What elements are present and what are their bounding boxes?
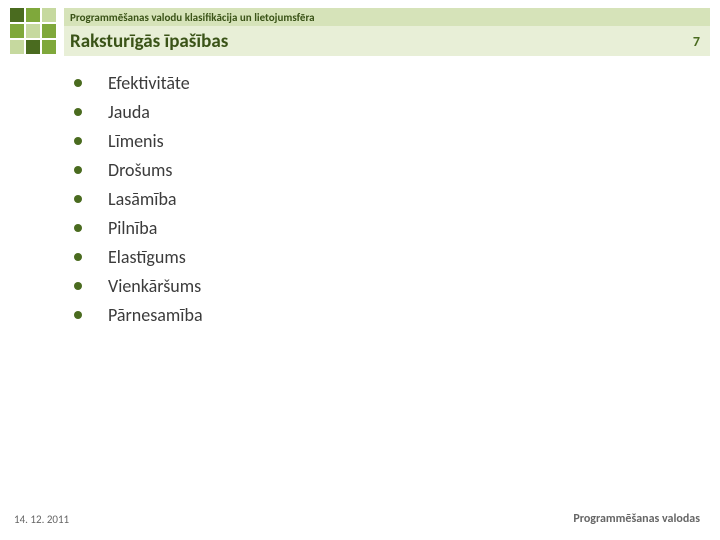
- logo-cell: [10, 40, 24, 54]
- list-item: Vienkāršums: [64, 275, 700, 297]
- logo-cell: [26, 40, 40, 54]
- bullet-icon: [74, 311, 82, 319]
- bullet-icon: [74, 195, 82, 203]
- logo-cell: [26, 24, 40, 38]
- bullet-icon: [74, 108, 82, 116]
- content-area: Efektivitāte Jauda Līmenis Drošums Lasāmība P…: [64, 72, 700, 333]
- bullet-text: Efektivitāte: [108, 72, 190, 94]
- bullet-text: Pilnība: [108, 217, 157, 239]
- logo-cell: [42, 8, 56, 22]
- list-item: Elastīgums: [64, 246, 700, 268]
- bullet-text: Līmenis: [108, 130, 164, 152]
- bullet-text: Elastīgums: [108, 246, 186, 268]
- logo-cell: [10, 24, 24, 38]
- bullet-icon: [74, 282, 82, 290]
- bullet-text: Pārnesamība: [108, 304, 203, 326]
- bullet-icon: [74, 79, 82, 87]
- logo-grid: [10, 8, 56, 54]
- bullet-text: Lasāmība: [108, 188, 177, 210]
- footer-date: 14. 12. 2011: [14, 513, 69, 526]
- bullet-icon: [74, 166, 82, 174]
- list-item: Efektivitāte: [64, 72, 700, 94]
- footer-course: Programmēšanas valodas: [573, 512, 700, 526]
- logo-cell: [10, 8, 24, 22]
- logo-cell: [42, 40, 56, 54]
- bullet-icon: [74, 137, 82, 145]
- list-item: Pārnesamība: [64, 304, 700, 326]
- list-item: Pilnība: [64, 217, 700, 239]
- bullet-list: Efektivitāte Jauda Līmenis Drošums Lasāmība P…: [64, 72, 700, 326]
- slide-title: Raksturīgās īpašības: [70, 30, 228, 53]
- bullet-text: Drošums: [108, 159, 172, 181]
- bullet-icon: [74, 253, 82, 261]
- list-item: Drošums: [64, 159, 700, 181]
- header-topic: Programmēšanas valodu klasifikācija un l…: [64, 8, 710, 26]
- header-title-row: Raksturīgās īpašības 7: [64, 26, 710, 56]
- bullet-icon: [74, 224, 82, 232]
- list-item: Lasāmība: [64, 188, 700, 210]
- bullet-text: Jauda: [108, 101, 150, 123]
- header-bar: Programmēšanas valodu klasifikācija un l…: [64, 8, 710, 56]
- list-item: Jauda: [64, 101, 700, 123]
- logo-cell: [26, 8, 40, 22]
- list-item: Līmenis: [64, 130, 700, 152]
- logo-cell: [42, 24, 56, 38]
- page-number: 7: [693, 33, 700, 50]
- bullet-text: Vienkāršums: [108, 275, 201, 297]
